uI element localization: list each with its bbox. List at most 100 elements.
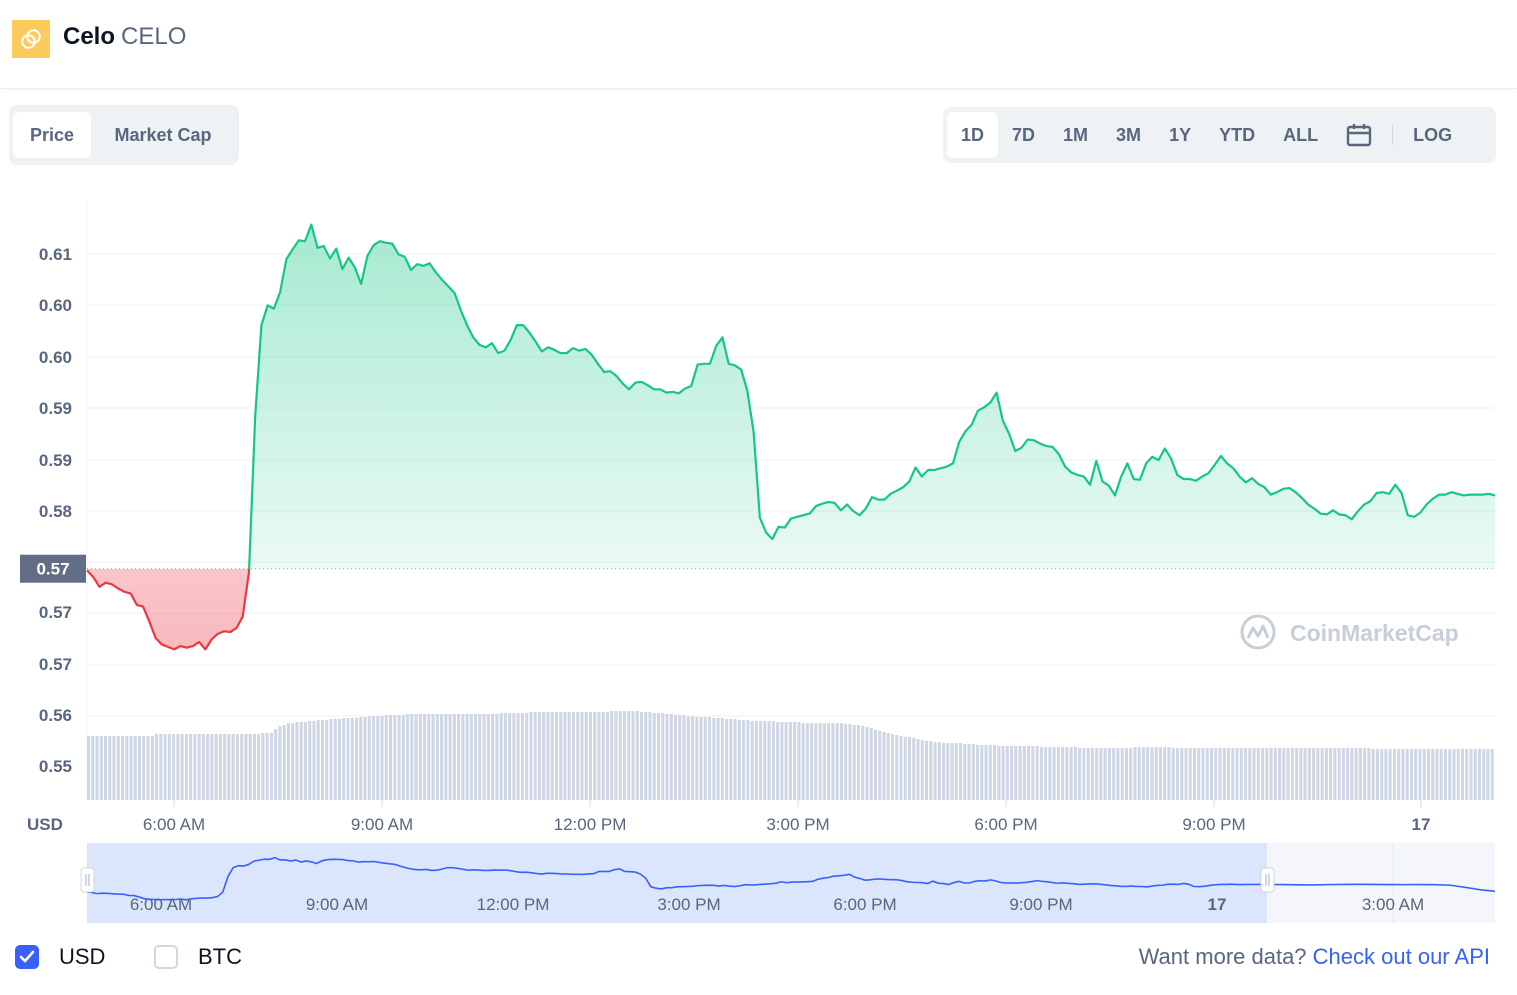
volume-bar	[201, 734, 205, 800]
x-tick-label: 12:00 PM	[554, 815, 627, 834]
volume-bar	[1486, 749, 1490, 800]
volume-bar	[1248, 748, 1252, 800]
price-area-down	[87, 568, 250, 650]
volume-bar	[461, 714, 465, 800]
volume-bar	[435, 714, 439, 800]
volume-bar	[316, 720, 320, 800]
volume-bar	[359, 717, 363, 800]
volume-bar	[159, 734, 163, 800]
volume-bar	[861, 726, 865, 800]
range-7d[interactable]: 7D	[1012, 124, 1036, 145]
usd-checkbox[interactable]	[15, 945, 39, 969]
volume-bar	[678, 715, 682, 800]
volume-bar	[261, 733, 265, 800]
volume-bar	[1422, 749, 1426, 800]
y-tick-label: 0.60	[39, 296, 72, 315]
baseline-label: 0.57	[36, 560, 69, 579]
volume-bar	[988, 745, 992, 800]
volume-bar	[848, 724, 852, 800]
navigator-label: 9:00 AM	[306, 895, 368, 914]
volume-bar	[495, 714, 499, 800]
volume-bar	[942, 743, 946, 800]
btc-toggle[interactable]: BTC	[154, 944, 242, 970]
volume-bar	[121, 736, 125, 800]
volume-bar	[852, 725, 856, 800]
volume-bar	[657, 713, 661, 800]
volume-bar	[142, 736, 146, 800]
volume-bar	[350, 718, 354, 800]
volume-bar	[554, 712, 558, 800]
volume-bar	[1392, 749, 1396, 800]
navigator-labels: 6:00 AM 9:00 AM 12:00 PM 3:00 PM 6:00 PM 9:00…	[130, 895, 1424, 914]
volume-bar	[873, 730, 877, 800]
volume-bar	[520, 713, 524, 800]
navigator-line	[86, 856, 1496, 901]
api-link[interactable]: Check out our API	[1312, 944, 1490, 969]
y-tick-label: 0.59	[39, 399, 72, 418]
volume-bar	[1197, 748, 1201, 800]
navigator-handle-right[interactable]	[1260, 867, 1275, 893]
volume-bar	[252, 734, 256, 800]
volume-bar	[1158, 747, 1162, 800]
volume-bar	[1090, 748, 1094, 800]
volume-bar	[329, 719, 333, 800]
volume-bar	[635, 711, 639, 800]
range-1y[interactable]: 1Y	[1169, 124, 1192, 145]
tab-price[interactable]: Price	[13, 112, 91, 158]
usd-toggle[interactable]: USD	[15, 944, 105, 970]
volume-bar	[835, 723, 839, 800]
volume-bar	[725, 719, 729, 800]
volume-bars	[87, 711, 1494, 800]
volume-bar	[869, 728, 873, 800]
tab-market-cap[interactable]: Market Cap	[114, 124, 212, 145]
volume-bar	[525, 713, 529, 800]
volume-bar	[882, 732, 886, 800]
volume-bar	[984, 745, 988, 800]
volume-bar	[937, 742, 941, 800]
volume-bar	[431, 714, 435, 800]
range-all[interactable]: ALL	[1283, 124, 1319, 145]
volume-bar	[112, 736, 116, 800]
volume-bar	[895, 735, 899, 800]
coin-title: Celo CELO	[63, 23, 186, 51]
volume-bar	[971, 744, 975, 800]
volume-bar	[146, 736, 150, 800]
volume-bar	[1290, 748, 1294, 800]
volume-bar	[588, 712, 592, 800]
volume-bar	[1205, 748, 1209, 800]
volume-bar	[597, 712, 601, 800]
volume-bar	[1167, 747, 1171, 800]
volume-bar	[605, 712, 610, 800]
volume-bar	[1477, 749, 1482, 800]
btc-checkbox[interactable]	[154, 945, 178, 969]
volume-bar	[1201, 748, 1205, 800]
y-tick-label: 0.56	[39, 706, 72, 725]
navigator-handle-left[interactable]	[80, 867, 95, 893]
range-navigator[interactable]: 6:00 AM 9:00 AM 12:00 PM 3:00 PM 6:00 PM 9:00…	[80, 843, 1496, 923]
volume-bar	[1218, 748, 1222, 800]
volume-bar	[622, 711, 627, 800]
log-scale-button[interactable]: LOG	[1413, 124, 1453, 145]
btc-label: BTC	[198, 944, 242, 969]
volume-bar	[138, 736, 142, 800]
coin-symbol: CELO	[121, 23, 187, 50]
volume-bar	[1150, 747, 1154, 800]
volume-bar	[1086, 748, 1090, 800]
calendar-icon[interactable]	[1332, 112, 1386, 158]
price-chart[interactable]: CoinMarketCap 0.610.600.600.590.590.580.…	[0, 195, 1517, 925]
range-1m[interactable]: 1M	[1063, 124, 1089, 145]
range-1d[interactable]: 1D	[947, 112, 999, 158]
price-area	[87, 224, 1495, 650]
volume-bar	[580, 712, 584, 800]
range-3m[interactable]: 3M	[1116, 124, 1142, 145]
volume-bar	[1188, 748, 1192, 800]
volume-bar	[1452, 749, 1456, 800]
volume-bar	[822, 723, 826, 800]
volume-bar	[325, 720, 329, 800]
volume-bar	[1146, 747, 1150, 800]
volume-bar	[1069, 747, 1073, 800]
volume-bar	[1456, 749, 1460, 800]
volume-bar	[478, 714, 482, 800]
volume-bar	[389, 715, 393, 800]
range-ytd[interactable]: YTD	[1219, 124, 1256, 145]
